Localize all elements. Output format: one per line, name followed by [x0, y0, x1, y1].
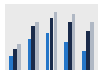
- Bar: [28, 39, 31, 70]
- Bar: [50, 18, 53, 70]
- Bar: [90, 22, 94, 70]
- Bar: [68, 22, 72, 70]
- Bar: [64, 42, 68, 70]
- Bar: [82, 50, 86, 70]
- Bar: [17, 44, 21, 70]
- Bar: [54, 12, 57, 70]
- Bar: [9, 56, 13, 70]
- Bar: [86, 31, 90, 70]
- Bar: [32, 26, 35, 70]
- Bar: [13, 49, 17, 70]
- Bar: [72, 14, 75, 70]
- Bar: [46, 33, 50, 70]
- Bar: [35, 22, 39, 70]
